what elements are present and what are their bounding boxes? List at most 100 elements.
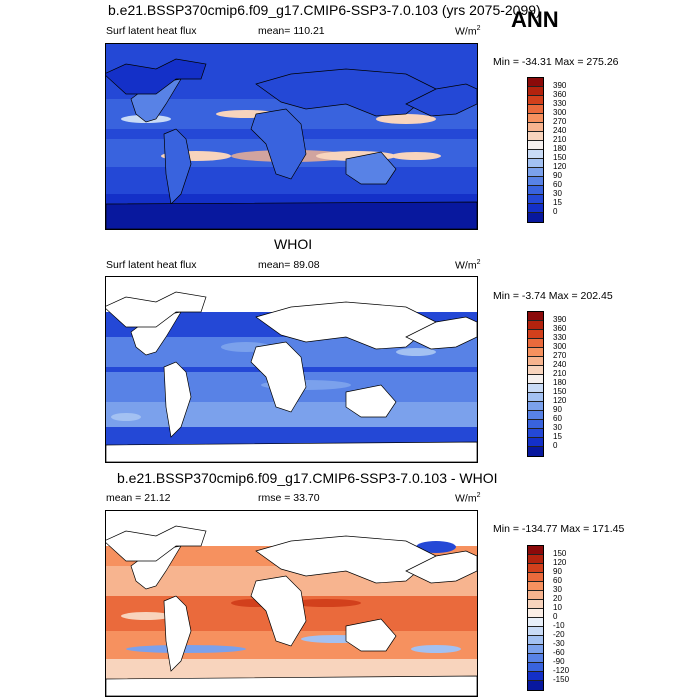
colorbar-box [528,213,543,222]
colorbar-tick-label: 90 [553,405,562,414]
colorbar-tick-label: 210 [553,369,567,378]
panel1-units: W/m2 [455,25,481,38]
colorbar-box [528,393,543,402]
colorbar-box [528,366,543,375]
colorbar-tick-label: 20 [553,594,562,603]
colorbar-tick-label: -20 [553,630,565,639]
colorbar-box [528,555,543,564]
colorbar-tick-label: 300 [553,108,567,117]
panel1-mean: mean= 110.21 [258,25,325,37]
colorbar-box [528,591,543,600]
colorbar-tick-label: 0 [553,207,558,216]
colorbar-box [528,672,543,681]
panel1-variable: Surf latent heat flux [106,25,197,37]
panel3-rmse: rmse = 33.70 [258,492,320,504]
colorbar-box [528,186,543,195]
colorbar-box [528,357,543,366]
colorbar-box [528,384,543,393]
colorbar-box [528,600,543,609]
colorbar-tick-label: 390 [553,315,567,324]
panel2-colorbar [527,311,544,457]
colorbar-box [528,402,543,411]
panel1-map [105,43,478,230]
colorbar-tick-label: 30 [553,423,562,432]
panel3-map [105,510,478,697]
colorbar-box [528,114,543,123]
colorbar-box [528,159,543,168]
colorbar-box [528,636,543,645]
colorbar-tick-label: 300 [553,342,567,351]
panel2-minmax: Min = -3.74 Max = 202.45 [493,290,613,302]
colorbar-tick-label: -150 [553,675,570,684]
colorbar-tick-label: 120 [553,396,567,405]
colorbar-box [528,618,543,627]
colorbar-tick-label: -120 [553,666,570,675]
colorbar-box [528,438,543,447]
colorbar-tick-label: 150 [553,549,567,558]
colorbar-tick-label: -90 [553,657,565,666]
colorbar-box [528,204,543,213]
panel3-mean: mean = 21.12 [106,492,171,504]
colorbar-tick-label: 270 [553,117,567,126]
colorbar-box [528,132,543,141]
panel2-variable: Surf latent heat flux [106,259,197,271]
colorbar-box [528,177,543,186]
colorbar-tick-label: 0 [553,441,558,450]
colorbar-box [528,339,543,348]
colorbar-tick-label: 180 [553,144,567,153]
colorbar-tick-label: 15 [553,432,562,441]
colorbar-tick-label: 270 [553,351,567,360]
colorbar-tick-label: 90 [553,567,562,576]
colorbar-tick-label: 120 [553,162,567,171]
panel2-mean: mean= 89.08 [258,259,320,271]
panel1-colorbar [527,77,544,223]
colorbar-tick-label: -30 [553,639,565,648]
colorbar-tick-label: 90 [553,171,562,180]
colorbar-tick-label: 150 [553,153,567,162]
panel1-minmax: Min = -34.31 Max = 275.26 [493,56,619,68]
colorbar-box [528,168,543,177]
colorbar-box [528,681,543,690]
panel2-units: W/m2 [455,259,481,272]
colorbar-box [528,87,543,96]
colorbar-tick-label: 60 [553,576,562,585]
colorbar-box [528,645,543,654]
colorbar-box [528,348,543,357]
colorbar-tick-label: 210 [553,135,567,144]
colorbar-tick-label: 60 [553,180,562,189]
colorbar-tick-label: 30 [553,585,562,594]
colorbar-tick-label: 30 [553,189,562,198]
colorbar-box [528,78,543,87]
colorbar-tick-label: 390 [553,81,567,90]
colorbar-box [528,411,543,420]
colorbar-tick-label: 240 [553,360,567,369]
panel3-minmax: Min = -134.77 Max = 171.45 [493,523,625,535]
colorbar-tick-label: 360 [553,90,567,99]
colorbar-tick-label: 240 [553,126,567,135]
colorbar-tick-label: -10 [553,621,565,630]
colorbar-tick-label: 120 [553,558,567,567]
panel2-map [105,276,478,463]
colorbar-tick-label: 360 [553,324,567,333]
colorbar-box [528,195,543,204]
colorbar-tick-label: 330 [553,333,567,342]
colorbar-tick-label: 60 [553,414,562,423]
colorbar-box [528,312,543,321]
colorbar-box [528,330,543,339]
colorbar-tick-label: -60 [553,648,565,657]
colorbar-box [528,546,543,555]
colorbar-box [528,609,543,618]
colorbar-tick-label: 150 [553,387,567,396]
colorbar-box [528,141,543,150]
colorbar-box [528,447,543,456]
panel3-colorbar [527,545,544,691]
colorbar-box [528,429,543,438]
main-title: b.e21.BSSP370cmip6.f09_g17.CMIP6-SSP3-7.… [108,2,541,18]
colorbar-box [528,663,543,672]
colorbar-tick-label: 0 [553,612,558,621]
colorbar-box [528,627,543,636]
colorbar-box [528,654,543,663]
colorbar-box [528,375,543,384]
season-label: ANN [511,7,559,32]
colorbar-box [528,123,543,132]
